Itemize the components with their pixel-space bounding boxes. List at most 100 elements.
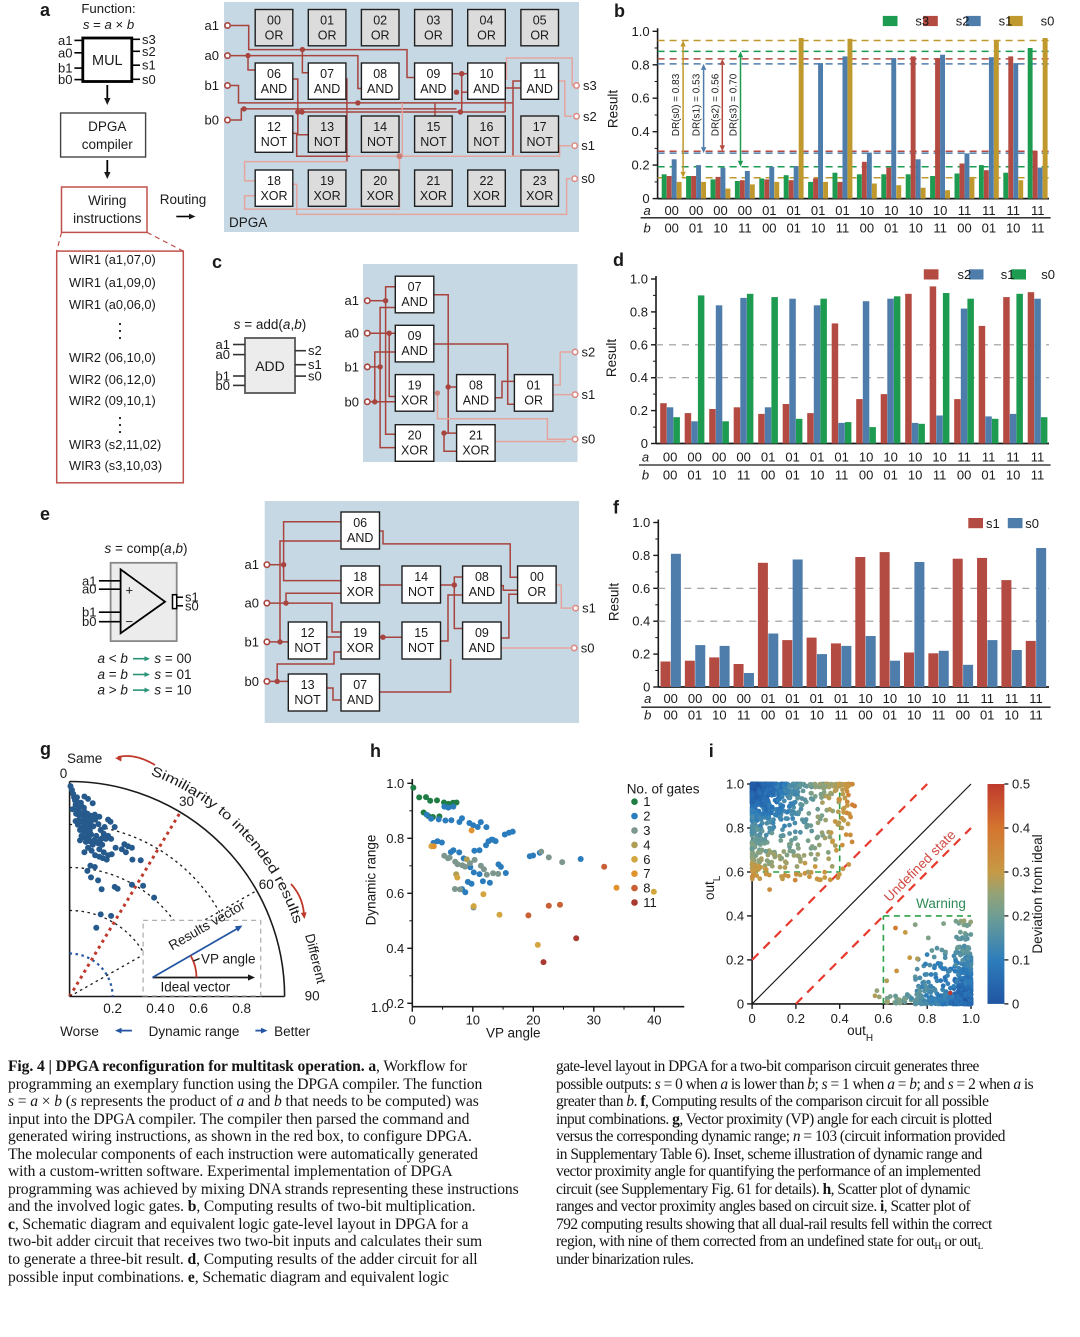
svg-text:00: 00: [736, 450, 750, 465]
svg-text:11: 11: [982, 203, 996, 218]
svg-text:DR(s3) = 0.70: DR(s3) = 0.70: [729, 73, 740, 136]
svg-text:d: d: [613, 250, 624, 270]
svg-text:a: a: [644, 691, 651, 706]
svg-text:00: 00: [761, 707, 775, 722]
svg-text:01: 01: [785, 691, 799, 706]
svg-text:18: 18: [267, 174, 281, 188]
svg-text:NOT: NOT: [367, 135, 394, 149]
svg-text:00: 00: [762, 220, 776, 235]
svg-text:0.4: 0.4: [1012, 821, 1030, 836]
svg-text:7: 7: [643, 866, 650, 881]
svg-text:18: 18: [353, 570, 367, 584]
svg-text:e: e: [40, 504, 50, 524]
svg-text:15: 15: [426, 120, 440, 134]
svg-text:s = add(a,b): s = add(a,b): [234, 317, 306, 332]
svg-text:11: 11: [933, 468, 947, 483]
svg-text:13: 13: [320, 120, 334, 134]
svg-text:OR: OR: [424, 28, 443, 42]
svg-text:AND: AND: [473, 82, 499, 96]
svg-text:11: 11: [1031, 468, 1045, 483]
svg-text:WIR1 (a1,07,0): WIR1 (a1,07,0): [69, 252, 156, 267]
svg-text:0: 0: [60, 766, 68, 781]
svg-text:Routing: Routing: [160, 192, 207, 207]
svg-text:01: 01: [883, 707, 897, 722]
svg-text:s2: s2: [582, 345, 596, 360]
svg-text:s0: s0: [142, 72, 156, 87]
svg-text:h: h: [370, 741, 381, 761]
svg-text:s = 01: s = 01: [154, 667, 191, 682]
svg-text:10: 10: [908, 203, 922, 218]
svg-text:0.8: 0.8: [232, 1001, 251, 1016]
svg-text:0.6: 0.6: [632, 91, 650, 106]
svg-text:b0: b0: [245, 674, 259, 689]
svg-text:21: 21: [426, 174, 440, 188]
svg-text:00: 00: [860, 220, 874, 235]
svg-text:f: f: [613, 497, 620, 517]
svg-text:20: 20: [373, 174, 387, 188]
svg-text:s1: s1: [1001, 267, 1015, 282]
svg-text:15: 15: [414, 626, 428, 640]
svg-text:XOR: XOR: [420, 189, 447, 203]
svg-text:11: 11: [933, 220, 947, 235]
svg-text:compiler: compiler: [82, 137, 134, 152]
svg-text:b0: b0: [345, 394, 359, 409]
svg-text:00: 00: [737, 691, 751, 706]
svg-text:VP angle: VP angle: [201, 952, 256, 967]
svg-text:b: b: [642, 468, 649, 483]
svg-text:1.0: 1.0: [962, 1011, 980, 1026]
svg-text:Result: Result: [606, 583, 621, 622]
svg-text:40: 40: [647, 1013, 661, 1028]
svg-text:10: 10: [859, 450, 873, 465]
svg-text:s2: s2: [583, 109, 597, 124]
svg-text:11: 11: [980, 691, 994, 706]
svg-text:4: 4: [643, 837, 650, 852]
svg-text:a0: a0: [245, 596, 259, 611]
svg-text:s0: s0: [185, 598, 199, 613]
svg-text:0: 0: [641, 436, 648, 451]
svg-text:Dynamic range: Dynamic range: [364, 835, 379, 926]
svg-text:s0: s0: [581, 171, 595, 186]
svg-text:Better: Better: [274, 1024, 311, 1039]
svg-text:11: 11: [1031, 450, 1045, 465]
svg-text:0.2: 0.2: [787, 1011, 805, 1026]
svg-text:01: 01: [811, 203, 825, 218]
svg-text:NOT: NOT: [314, 135, 341, 149]
svg-text:01: 01: [981, 468, 995, 483]
svg-text:10: 10: [858, 691, 872, 706]
svg-text:09: 09: [408, 329, 422, 343]
svg-text:VP angle: VP angle: [486, 1026, 541, 1041]
svg-text:−: −: [126, 614, 134, 629]
svg-text:10: 10: [908, 220, 922, 235]
svg-text:0.4: 0.4: [630, 370, 648, 385]
svg-text:AND: AND: [347, 693, 373, 707]
svg-text:05: 05: [533, 13, 547, 27]
svg-text:OR: OR: [524, 393, 543, 407]
svg-text:10: 10: [712, 468, 726, 483]
svg-text:b0: b0: [82, 614, 96, 629]
svg-text:c: c: [212, 252, 222, 272]
svg-text:10: 10: [907, 691, 921, 706]
svg-text:11: 11: [932, 707, 946, 722]
svg-text:DPGA: DPGA: [229, 215, 267, 230]
svg-text:s2: s2: [956, 14, 970, 29]
svg-text:OR: OR: [265, 28, 284, 42]
svg-text:AND: AND: [469, 641, 495, 655]
svg-text:a = b: a = b: [98, 667, 129, 682]
svg-text:s0: s0: [1041, 14, 1055, 29]
svg-text:11: 11: [1005, 691, 1019, 706]
svg-text:NOT: NOT: [527, 135, 554, 149]
svg-text:11: 11: [533, 67, 546, 81]
svg-text:00: 00: [738, 203, 752, 218]
svg-text:a: a: [642, 450, 649, 465]
svg-text:30: 30: [587, 1013, 601, 1028]
svg-text:01: 01: [687, 468, 701, 483]
svg-text:s1: s1: [308, 357, 322, 372]
svg-text:00: 00: [713, 203, 727, 218]
svg-text:08: 08: [373, 67, 387, 81]
svg-text:10: 10: [810, 707, 824, 722]
svg-text:AND: AND: [463, 393, 489, 407]
svg-text:s0: s0: [1041, 267, 1055, 282]
svg-text:b: b: [644, 707, 651, 722]
svg-text:11: 11: [834, 707, 848, 722]
svg-text:09: 09: [426, 67, 440, 81]
